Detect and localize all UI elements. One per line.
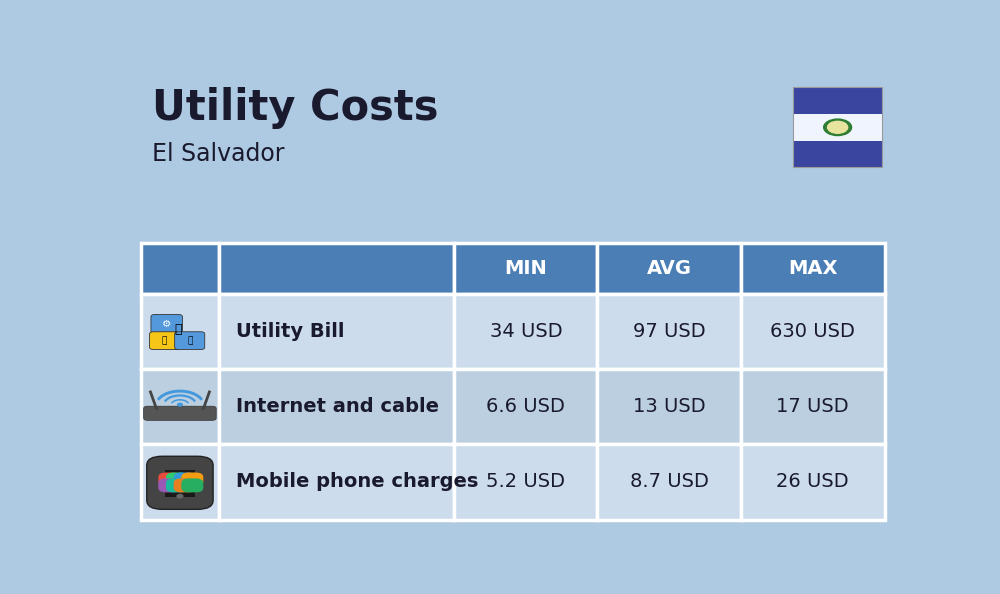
FancyBboxPatch shape xyxy=(741,294,885,369)
FancyBboxPatch shape xyxy=(165,470,195,497)
Text: Utility Costs: Utility Costs xyxy=(152,87,439,129)
FancyBboxPatch shape xyxy=(597,294,741,369)
Text: 97 USD: 97 USD xyxy=(633,322,705,341)
FancyBboxPatch shape xyxy=(175,332,205,349)
Text: MIN: MIN xyxy=(505,259,547,278)
Text: 13 USD: 13 USD xyxy=(633,397,705,416)
Text: 17 USD: 17 USD xyxy=(776,397,849,416)
Text: 630 USD: 630 USD xyxy=(770,322,855,341)
Text: 8.7 USD: 8.7 USD xyxy=(630,472,709,491)
FancyBboxPatch shape xyxy=(150,332,180,349)
Text: Internet and cable: Internet and cable xyxy=(236,397,439,416)
Text: MAX: MAX xyxy=(788,259,837,278)
FancyBboxPatch shape xyxy=(166,478,188,492)
FancyBboxPatch shape xyxy=(793,141,882,168)
FancyBboxPatch shape xyxy=(181,478,203,492)
Text: 🔌: 🔌 xyxy=(162,336,167,345)
FancyBboxPatch shape xyxy=(454,444,597,520)
FancyBboxPatch shape xyxy=(140,294,219,369)
FancyBboxPatch shape xyxy=(741,369,885,444)
FancyBboxPatch shape xyxy=(793,114,882,141)
FancyBboxPatch shape xyxy=(454,369,597,444)
Text: 👤: 👤 xyxy=(175,323,182,336)
FancyBboxPatch shape xyxy=(158,472,180,486)
Text: AVG: AVG xyxy=(647,259,692,278)
FancyBboxPatch shape xyxy=(793,87,882,114)
Circle shape xyxy=(828,121,848,133)
FancyBboxPatch shape xyxy=(597,369,741,444)
Text: 26 USD: 26 USD xyxy=(776,472,849,491)
FancyBboxPatch shape xyxy=(181,472,203,486)
Circle shape xyxy=(824,119,852,135)
FancyBboxPatch shape xyxy=(174,478,196,492)
FancyBboxPatch shape xyxy=(151,314,182,333)
Circle shape xyxy=(177,494,183,498)
Text: 6.6 USD: 6.6 USD xyxy=(486,397,565,416)
FancyBboxPatch shape xyxy=(454,294,597,369)
Text: 5.2 USD: 5.2 USD xyxy=(486,472,565,491)
Text: Mobile phone charges: Mobile phone charges xyxy=(236,472,478,491)
FancyBboxPatch shape xyxy=(219,444,454,520)
FancyBboxPatch shape xyxy=(219,369,454,444)
Text: Utility Bill: Utility Bill xyxy=(236,322,344,341)
FancyBboxPatch shape xyxy=(166,472,188,486)
FancyBboxPatch shape xyxy=(158,478,180,492)
Text: El Salvador: El Salvador xyxy=(152,142,285,166)
FancyBboxPatch shape xyxy=(741,444,885,520)
FancyBboxPatch shape xyxy=(741,243,885,294)
Circle shape xyxy=(178,403,182,406)
FancyBboxPatch shape xyxy=(219,243,454,294)
Text: 34 USD: 34 USD xyxy=(490,322,562,341)
FancyBboxPatch shape xyxy=(140,444,219,520)
FancyBboxPatch shape xyxy=(597,243,741,294)
Text: 💧: 💧 xyxy=(187,336,192,345)
FancyBboxPatch shape xyxy=(219,294,454,369)
FancyBboxPatch shape xyxy=(147,456,213,509)
FancyBboxPatch shape xyxy=(174,472,196,486)
Text: ⚙: ⚙ xyxy=(162,319,171,329)
FancyBboxPatch shape xyxy=(140,369,219,444)
FancyBboxPatch shape xyxy=(454,243,597,294)
FancyBboxPatch shape xyxy=(597,444,741,520)
FancyBboxPatch shape xyxy=(144,406,216,421)
FancyBboxPatch shape xyxy=(140,243,219,294)
